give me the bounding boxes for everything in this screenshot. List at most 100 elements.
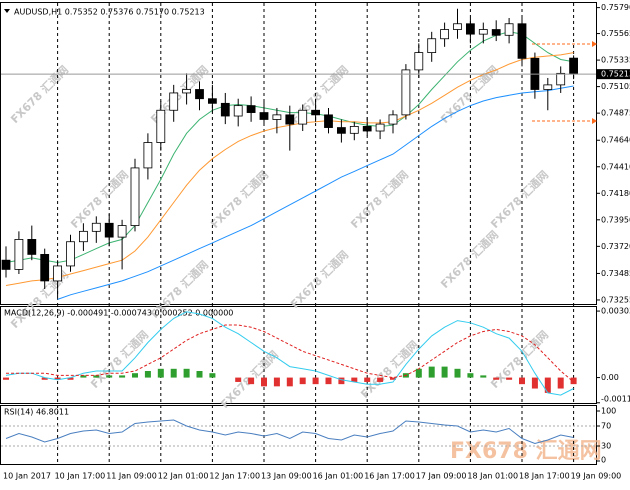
histogram-bar [170, 368, 177, 378]
histogram-bar [209, 373, 216, 378]
histogram-bar [312, 377, 319, 385]
histogram-bar [557, 377, 564, 389]
indicator-line [5, 419, 574, 445]
y-tick-label: 0.73255 [601, 295, 630, 304]
candle-body [401, 69, 411, 116]
candle-body [40, 254, 50, 282]
histogram-bar [106, 375, 113, 378]
histogram-bar [273, 377, 280, 387]
candle-body [104, 222, 114, 238]
y-tick-label: 100 [601, 407, 616, 416]
histogram-bar [364, 377, 371, 382]
x-tick-label: 12 Jan 17:00 [209, 472, 260, 481]
rsi-title: RSI(14) 46.8011 [4, 408, 69, 417]
histogram-bar [299, 377, 306, 385]
histogram-bar [351, 377, 358, 382]
last-price-label: 0.75213 [601, 70, 630, 79]
candle-body [66, 241, 75, 267]
candle-body [491, 29, 501, 36]
candle-body [543, 84, 553, 90]
y-tick-label: 0 [601, 456, 606, 465]
macd-panel [0, 306, 597, 404]
histogram-bar [248, 377, 255, 385]
candle-body [388, 114, 398, 125]
histogram-bar [80, 375, 87, 378]
menu-triangle [4, 9, 10, 13]
y-tick-label: 0.75105 [601, 82, 630, 91]
candle-body [556, 72, 566, 86]
histogram-bar [132, 373, 138, 378]
candle-body [182, 89, 192, 94]
x-tick-label: 17 Jan 09:00 [416, 472, 467, 481]
histogram-bar [325, 377, 332, 385]
candle-body [478, 29, 488, 35]
histogram-bar [41, 377, 48, 380]
candle-body [272, 114, 282, 120]
histogram-bar [3, 377, 9, 380]
histogram-bar [286, 377, 293, 387]
y-tick-label: 30 [601, 442, 611, 451]
histogram-bar [54, 377, 61, 380]
candle-body [27, 239, 37, 255]
candle-body [569, 57, 578, 75]
histogram-bar [67, 377, 74, 380]
candle-body [336, 127, 346, 134]
histogram-bar [183, 368, 190, 378]
histogram-bar [506, 377, 513, 380]
histogram-bar [119, 375, 126, 378]
arrow-head [592, 41, 597, 47]
candle-body [375, 123, 385, 132]
candle-body [1, 259, 11, 270]
indicator-line [6, 324, 574, 383]
y-tick-label: 0.75335 [601, 56, 630, 65]
last-price-box [596, 69, 630, 80]
histogram-bar [467, 373, 474, 378]
arrow-head [592, 118, 597, 124]
histogram-bar [377, 377, 384, 382]
candle-body [195, 89, 204, 100]
candle-body [414, 52, 424, 71]
histogram-bar [390, 377, 396, 380]
histogram-bar [235, 377, 242, 382]
histogram-bar [441, 366, 448, 378]
indicator-line [5, 311, 574, 396]
histogram-bar [144, 371, 151, 378]
candle-body [53, 265, 62, 282]
candle-body [298, 109, 308, 125]
x-tick-label: 12 Jan 01:00 [158, 472, 209, 481]
histogram-bar [428, 366, 435, 378]
candle-body [517, 23, 527, 59]
candle-body [324, 114, 333, 128]
candle-body [311, 109, 321, 116]
x-tick-label: 18 Jan 01:00 [467, 472, 518, 481]
y-tick-label: 0.73485 [601, 269, 630, 278]
x-tick-label: 13 Jan 09:00 [261, 472, 312, 481]
histogram-bar [480, 375, 487, 378]
histogram-bar [338, 377, 345, 385]
candle-body [233, 105, 243, 117]
candle-body [91, 222, 101, 232]
histogram-bar [157, 368, 164, 378]
x-tick-label: 19 Jan 09:00 [571, 472, 622, 481]
histogram-bar [570, 377, 577, 385]
x-tick-label: 16 Jan 17:00 [364, 472, 415, 481]
y-tick-label: -0.00115 [601, 395, 630, 404]
watermark-large: FX678 汇通网 [450, 439, 602, 464]
candle-body [362, 125, 372, 132]
candle-body [504, 23, 514, 36]
candle-body [14, 239, 24, 270]
macd-title: MACD(12,26,9) -0.000491 -0.000743 0.0002… [4, 309, 233, 318]
x-tick-label: 16 Jan 01:00 [313, 472, 364, 481]
indicator-line [57, 85, 574, 300]
histogram-bar [493, 377, 500, 380]
histogram-bar [519, 377, 525, 385]
candle-body [246, 105, 256, 113]
candle-body [453, 23, 462, 30]
candle-body [220, 102, 230, 117]
histogram-bar [261, 377, 267, 387]
